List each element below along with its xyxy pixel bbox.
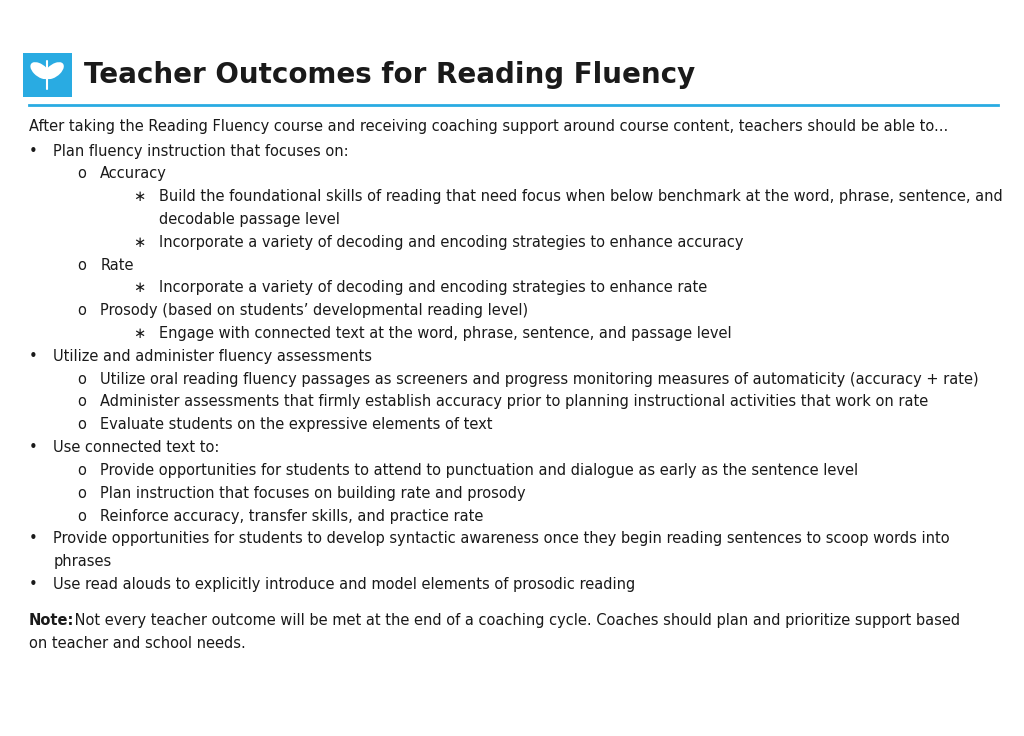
Text: o: o <box>77 463 86 478</box>
Text: •: • <box>29 440 38 455</box>
Text: o: o <box>77 372 86 386</box>
Text: Incorporate a variety of decoding and encoding strategies to enhance accuracy: Incorporate a variety of decoding and en… <box>159 235 743 250</box>
Text: ∗: ∗ <box>133 189 145 204</box>
Text: o: o <box>77 303 86 318</box>
Text: •: • <box>29 349 38 364</box>
Text: Utilize and administer fluency assessments: Utilize and administer fluency assessmen… <box>53 349 373 364</box>
FancyBboxPatch shape <box>23 53 72 97</box>
Text: Use connected text to:: Use connected text to: <box>53 440 219 455</box>
Text: ∗: ∗ <box>133 235 145 250</box>
Text: Plan fluency instruction that focuses on:: Plan fluency instruction that focuses on… <box>53 144 349 158</box>
Text: Teacher Outcomes for Reading Fluency: Teacher Outcomes for Reading Fluency <box>84 61 695 89</box>
Text: •: • <box>29 144 38 158</box>
Ellipse shape <box>44 62 63 79</box>
Ellipse shape <box>31 62 50 79</box>
Text: Plan instruction that focuses on building rate and prosody: Plan instruction that focuses on buildin… <box>100 486 526 500</box>
Text: Evaluate students on the expressive elements of text: Evaluate students on the expressive elem… <box>100 417 493 432</box>
Text: Rate: Rate <box>100 258 134 272</box>
Text: Incorporate a variety of decoding and encoding strategies to enhance rate: Incorporate a variety of decoding and en… <box>159 280 707 295</box>
Text: o: o <box>77 417 86 432</box>
Text: Reinforce accuracy, transfer skills, and practice rate: Reinforce accuracy, transfer skills, and… <box>100 509 483 523</box>
Text: Utilize oral reading fluency passages as screeners and progress monitoring measu: Utilize oral reading fluency passages as… <box>100 372 979 386</box>
Text: decodable passage level: decodable passage level <box>159 212 340 227</box>
Text: •: • <box>29 577 38 592</box>
Text: Prosody (based on students’ developmental reading level): Prosody (based on students’ developmenta… <box>100 303 528 318</box>
Text: Build the foundational skills of reading that need focus when below benchmark at: Build the foundational skills of reading… <box>159 189 1002 204</box>
Text: o: o <box>77 509 86 523</box>
Text: phrases: phrases <box>53 554 112 569</box>
Text: Note:: Note: <box>29 613 74 628</box>
Text: Engage with connected text at the word, phrase, sentence, and passage level: Engage with connected text at the word, … <box>159 326 731 341</box>
Text: ∗: ∗ <box>133 280 145 295</box>
Text: o: o <box>77 394 86 409</box>
Text: on teacher and school needs.: on teacher and school needs. <box>29 636 246 651</box>
Text: Administer assessments that firmly establish accuracy prior to planning instruct: Administer assessments that firmly estab… <box>100 394 929 409</box>
Text: After taking the Reading Fluency course and receiving coaching support around co: After taking the Reading Fluency course … <box>29 119 948 134</box>
Text: Use read alouds to explicitly introduce and model elements of prosodic reading: Use read alouds to explicitly introduce … <box>53 577 636 592</box>
Text: Not every teacher outcome will be met at the end of a coaching cycle. Coaches sh: Not every teacher outcome will be met at… <box>70 613 959 628</box>
Text: o: o <box>77 166 86 181</box>
Text: o: o <box>77 486 86 500</box>
Text: ∗: ∗ <box>133 326 145 341</box>
Text: •: • <box>29 531 38 546</box>
Text: Accuracy: Accuracy <box>100 166 167 181</box>
Text: Provide opportunities for students to develop syntactic awareness once they begi: Provide opportunities for students to de… <box>53 531 950 546</box>
Text: Provide opportunities for students to attend to punctuation and dialogue as earl: Provide opportunities for students to at… <box>100 463 858 478</box>
Text: o: o <box>77 258 86 272</box>
